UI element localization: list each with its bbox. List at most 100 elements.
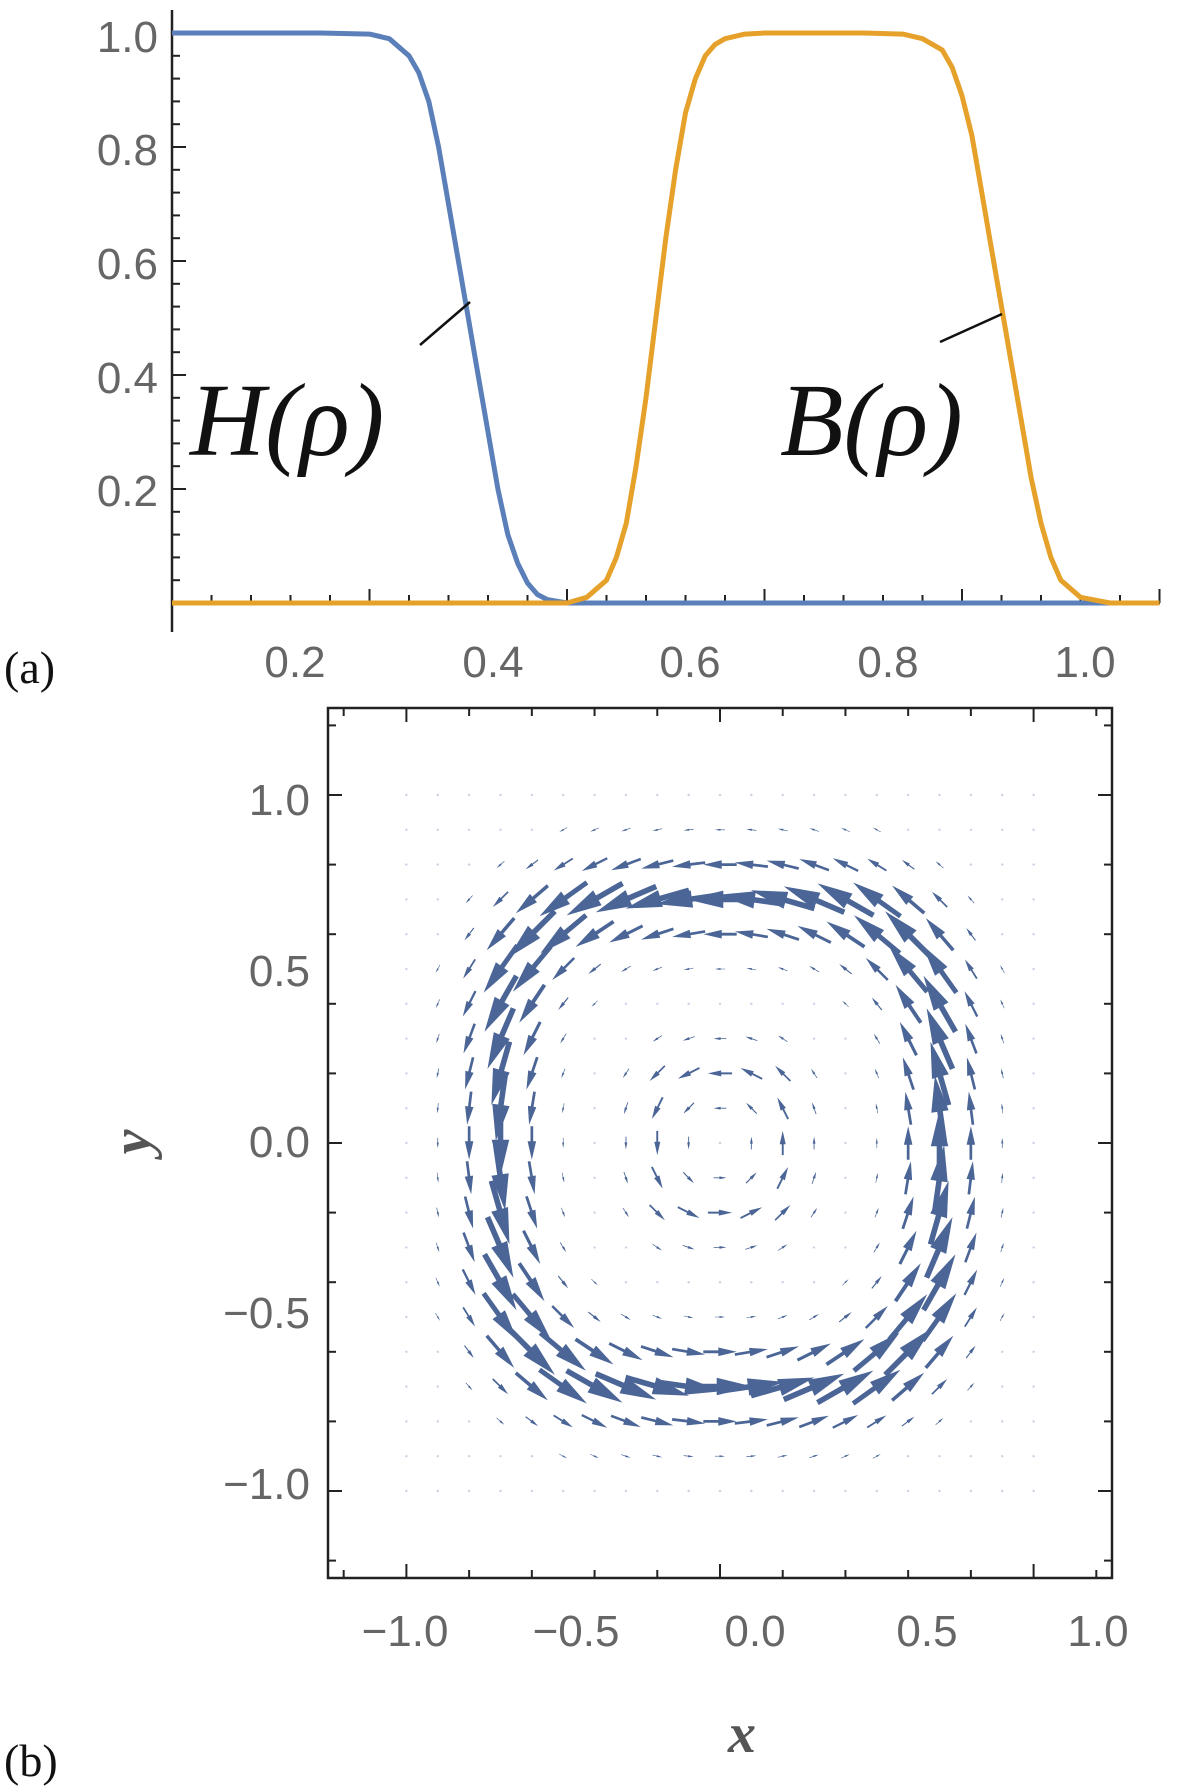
vector-field-dot [1032,1037,1035,1040]
vector-field-arrow [652,1244,662,1251]
vector-field-arrow [826,921,866,949]
vector-field-dot [467,1489,471,1493]
vector-field-arrow [842,1000,849,1008]
vector-field-dot [906,1489,910,1493]
vector-field-dot [750,1489,753,1493]
vector-field-arrow [1001,1172,1004,1183]
vector-field-arrow [594,1371,657,1400]
vector-field-arrow [891,1372,925,1402]
vector-field-dot [1001,828,1004,831]
vector-field-dot [1032,898,1035,901]
panel-b-x-tick-label: 0.5 [896,1607,957,1656]
vector-field-arrow [964,959,978,980]
vector-field-dot [436,828,439,831]
vector-field-arrow [927,1180,949,1246]
vector-field-arrow [935,861,944,869]
vector-field-arrow [683,828,694,831]
vector-field-arrow [462,990,477,1017]
vector-field-arrow [462,1306,476,1327]
vector-field-arrow [491,1110,510,1176]
vector-field-arrow [777,828,788,832]
vector-field-arrow [575,920,615,947]
h-rho-curve-label: H(ρ) [188,363,384,478]
vector-field-arrow [595,883,658,913]
panel-a-x-tick-label: 0.2 [264,638,325,687]
vector-field-arrow [624,1374,689,1396]
vector-field-arrow [966,1126,976,1160]
vector-field-arrow [852,1332,900,1373]
vector-field-arrow [899,1021,918,1056]
vector-field-arrow [553,1414,573,1428]
vector-field-arrow [465,895,473,904]
vector-field-arrow [966,928,976,941]
panel-b-vector-field: −1.0 −0.5 0.0 0.5 1.0 1.0 0.5 0.0 −0.5 −… [4,706,1129,1786]
vector-field-arrow [746,828,757,831]
vector-field-dot [687,793,690,797]
vector-field-dot [624,793,628,797]
vector-field-arrow [515,884,549,914]
vector-field-dot [436,793,439,797]
vector-field-arrow [734,1417,768,1426]
panel-a-y-tick-label: 0.6 [97,240,158,289]
vector-field-arrow [930,1041,952,1106]
vector-field-arrow [889,946,930,994]
vector-field-arrow [538,1330,586,1371]
vector-field-arrow [707,1070,733,1077]
vector-field-arrow [851,1369,901,1406]
vector-field-arrow [436,1137,439,1149]
vector-field-dot [405,1315,408,1319]
vector-field-dot [1001,1350,1004,1354]
vector-field-arrow [1000,1277,1005,1287]
panel-b-x-tick-label: −0.5 [533,1607,620,1656]
vector-field-arrow [967,895,975,904]
vector-field-arrow [874,1207,879,1218]
vector-field-arrow [777,1455,788,1458]
vector-field-dot [844,1176,847,1180]
vector-field-arrow [703,1347,737,1357]
vector-field-dot [530,1455,534,1458]
panel-b-x-tick-label: −1.0 [362,1607,449,1656]
vector-field-dot [436,898,439,901]
vector-field-arrow [436,1103,439,1114]
vector-field-dot [593,1141,596,1145]
vector-field-dot [844,1211,847,1214]
vector-field-dot [812,1281,816,1284]
vector-field-dot [812,793,816,797]
vector-field-dot [844,1246,847,1249]
vector-field-dot [562,1489,565,1493]
vector-field-arrow [492,891,509,907]
vector-field-arrow [1000,999,1005,1009]
vector-field-dot [969,1420,973,1423]
vector-field-arrows [405,793,1035,1493]
vector-field-arrow [677,1206,700,1218]
vector-field-dot [405,793,408,797]
vector-field-arrow [463,958,476,979]
panel-a-x-tick-label: 0.6 [659,638,720,687]
vector-field-dot [467,1455,471,1458]
vector-field-dot [467,863,471,866]
panel-b-x-tick-label: 0.0 [724,1607,785,1656]
vector-field-arrow [436,1172,439,1183]
vector-field-dot [875,793,878,797]
vector-field-arrow [798,1415,829,1429]
vector-field-dot [1001,933,1004,936]
vector-field-arrow [810,1207,818,1218]
panel-a-y-tick-label: 0.4 [97,354,158,403]
vector-field-arrow [898,1230,917,1265]
vector-field-arrow [809,828,819,832]
vector-field-arrow [481,1291,518,1341]
vector-field-arrow [496,861,505,868]
vector-field-arrow [892,885,926,915]
vector-field-arrow [1001,1068,1004,1079]
vector-field-dot [750,1002,753,1005]
vector-field-arrow [925,918,955,952]
vector-field-dot [781,1002,784,1005]
vector-field-dot [656,1489,659,1493]
vector-field-arrow [591,1000,598,1007]
vector-field-dot [467,828,471,831]
vector-field-dot [405,933,408,936]
vector-field-arrow [714,828,726,831]
vector-field-arrow [525,859,539,870]
panel-b-x-axis-title: x [727,1703,756,1765]
vector-field-dot [405,1246,408,1249]
